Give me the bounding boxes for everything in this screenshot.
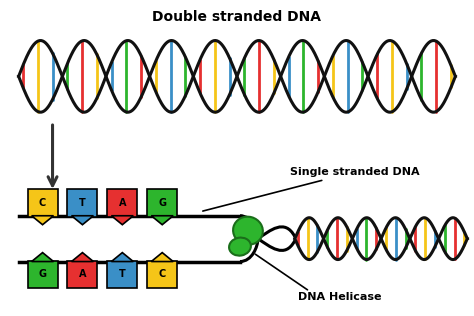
- Text: Single stranded DNA: Single stranded DNA: [203, 167, 419, 211]
- FancyBboxPatch shape: [67, 189, 98, 217]
- Text: C: C: [39, 198, 46, 208]
- Text: A: A: [79, 270, 86, 279]
- Polygon shape: [151, 216, 173, 225]
- Ellipse shape: [233, 217, 263, 245]
- FancyBboxPatch shape: [147, 261, 177, 289]
- Text: T: T: [79, 198, 86, 208]
- Text: A: A: [118, 198, 126, 208]
- Text: C: C: [159, 270, 166, 279]
- Text: T: T: [119, 270, 126, 279]
- Text: DNA Helicase: DNA Helicase: [298, 292, 382, 302]
- Ellipse shape: [229, 238, 251, 256]
- Text: G: G: [38, 270, 46, 279]
- FancyBboxPatch shape: [67, 261, 98, 289]
- Polygon shape: [151, 252, 173, 262]
- FancyBboxPatch shape: [147, 189, 177, 217]
- Polygon shape: [72, 216, 93, 225]
- FancyBboxPatch shape: [27, 189, 57, 217]
- Text: Double stranded DNA: Double stranded DNA: [153, 9, 321, 24]
- FancyBboxPatch shape: [108, 261, 137, 289]
- Polygon shape: [111, 252, 133, 262]
- Text: G: G: [158, 198, 166, 208]
- Polygon shape: [72, 252, 93, 262]
- FancyBboxPatch shape: [108, 189, 137, 217]
- FancyBboxPatch shape: [27, 261, 57, 289]
- Polygon shape: [32, 216, 54, 225]
- Polygon shape: [111, 216, 133, 225]
- Polygon shape: [32, 252, 54, 262]
